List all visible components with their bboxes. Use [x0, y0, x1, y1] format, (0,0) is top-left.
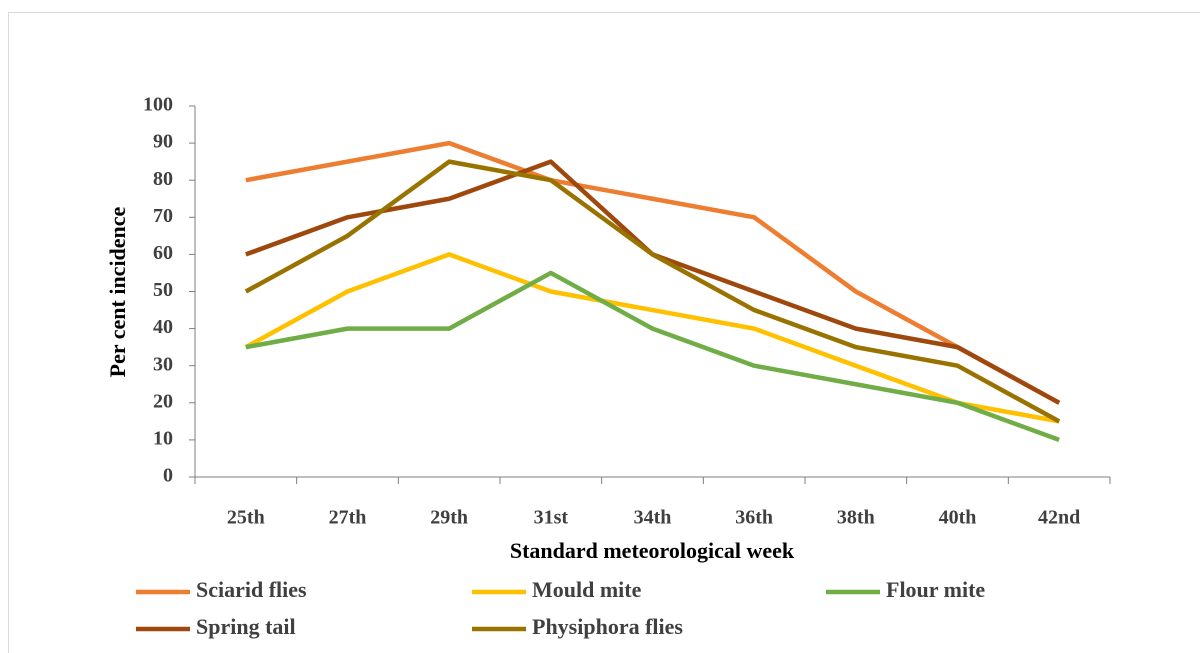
y-tick-label: 50 [153, 279, 173, 301]
x-tick-label: 34th [634, 507, 672, 529]
y-tick-label: 90 [153, 131, 173, 153]
y-tick-label: 80 [153, 168, 173, 190]
y-tick-label: 20 [153, 390, 173, 412]
legend-label: Physiphora flies [532, 614, 683, 639]
chart-frame [8, 12, 1200, 653]
y-tick-label: 40 [153, 316, 173, 338]
y-tick-label: 0 [163, 465, 173, 487]
x-tick-label: 36th [735, 507, 773, 529]
x-tick-label: 38th [837, 507, 875, 529]
x-tick-label: 40th [939, 507, 977, 529]
legend-label: Sciarid flies [196, 577, 307, 602]
series-line [245, 140, 1061, 405]
y-tick-label: 100 [143, 94, 173, 116]
x-tick-label: 25th [227, 507, 265, 529]
series-line [244, 159, 1061, 424]
legend-label: Mould mite [532, 577, 642, 602]
x-axis-title: Standard meteorological week [510, 538, 795, 563]
x-tick-label: 31st [534, 507, 569, 529]
series-line [245, 270, 1060, 443]
y-tick-label: 70 [153, 205, 173, 227]
y-axis-title: Per cent incidence [105, 206, 130, 377]
legend-label: Spring tail [196, 614, 296, 639]
y-tick-label: 10 [153, 427, 173, 449]
legend-label: Flour mite [886, 577, 985, 602]
series-line [244, 252, 1060, 424]
y-tick-label: 30 [153, 353, 173, 375]
x-tick-label: 27th [329, 507, 367, 529]
x-tick-label: 29th [430, 507, 468, 529]
y-tick-label: 60 [153, 242, 173, 264]
x-tick-label: 42nd [1038, 507, 1080, 529]
